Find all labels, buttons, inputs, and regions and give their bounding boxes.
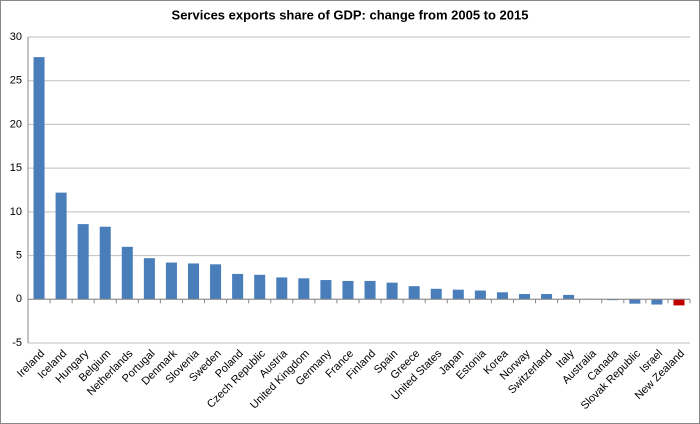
y-tick-label: 0: [16, 293, 22, 305]
bar: [165, 262, 177, 300]
y-tick-label: 30: [10, 31, 22, 43]
y-tick-label: 20: [10, 118, 22, 130]
y-tick-label: 5: [16, 249, 22, 261]
bar: [474, 290, 486, 300]
chart-title: Services exports share of GDP: change fr…: [172, 7, 529, 22]
bar: [452, 289, 464, 300]
y-tick-label: 10: [10, 206, 22, 218]
bar: [298, 278, 310, 300]
bar: [629, 299, 641, 304]
y-tick-label: -5: [12, 337, 22, 349]
bar: [55, 192, 67, 300]
bar: [210, 264, 222, 300]
bar: [430, 288, 442, 300]
bar: [99, 226, 111, 300]
bar: [33, 57, 45, 300]
bar: [651, 299, 663, 305]
bar: [673, 299, 685, 306]
bar: [143, 258, 155, 300]
y-tick-label: 25: [10, 75, 22, 87]
bar: [408, 286, 420, 300]
bar: [386, 282, 398, 300]
bar: [187, 263, 200, 300]
bar: [541, 294, 553, 300]
bar: [232, 273, 244, 300]
bar: [342, 280, 354, 300]
bar: [276, 277, 288, 300]
y-tick-label: 15: [10, 162, 22, 174]
bar: [254, 274, 266, 300]
bar: [77, 224, 89, 300]
bar: [563, 294, 575, 300]
bar: [496, 292, 508, 300]
bar: [518, 294, 531, 300]
bar: [320, 280, 332, 300]
bar: [121, 246, 133, 300]
bar: [364, 280, 376, 300]
